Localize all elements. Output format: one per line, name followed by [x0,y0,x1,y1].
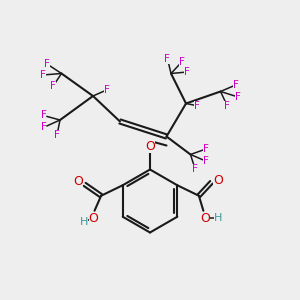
Text: F: F [50,81,56,91]
Text: F: F [233,80,239,90]
Text: F: F [203,156,209,166]
Text: O: O [200,212,210,225]
Text: F: F [235,92,241,102]
Text: F: F [224,101,230,111]
Text: F: F [44,59,50,69]
Text: F: F [203,144,209,154]
Text: O: O [145,140,155,153]
Text: F: F [194,101,200,111]
Text: H: H [214,213,222,223]
Text: O: O [89,212,99,225]
Text: F: F [192,164,198,174]
Text: H: H [80,217,88,227]
Text: F: F [54,130,60,140]
Text: F: F [178,57,184,67]
Text: F: F [40,110,46,121]
Text: F: F [103,85,109,95]
Text: F: F [40,122,46,133]
Text: O: O [213,174,223,187]
Text: F: F [164,54,170,64]
Text: F: F [40,70,46,80]
Text: O: O [73,176,83,188]
Text: F: F [184,67,190,77]
